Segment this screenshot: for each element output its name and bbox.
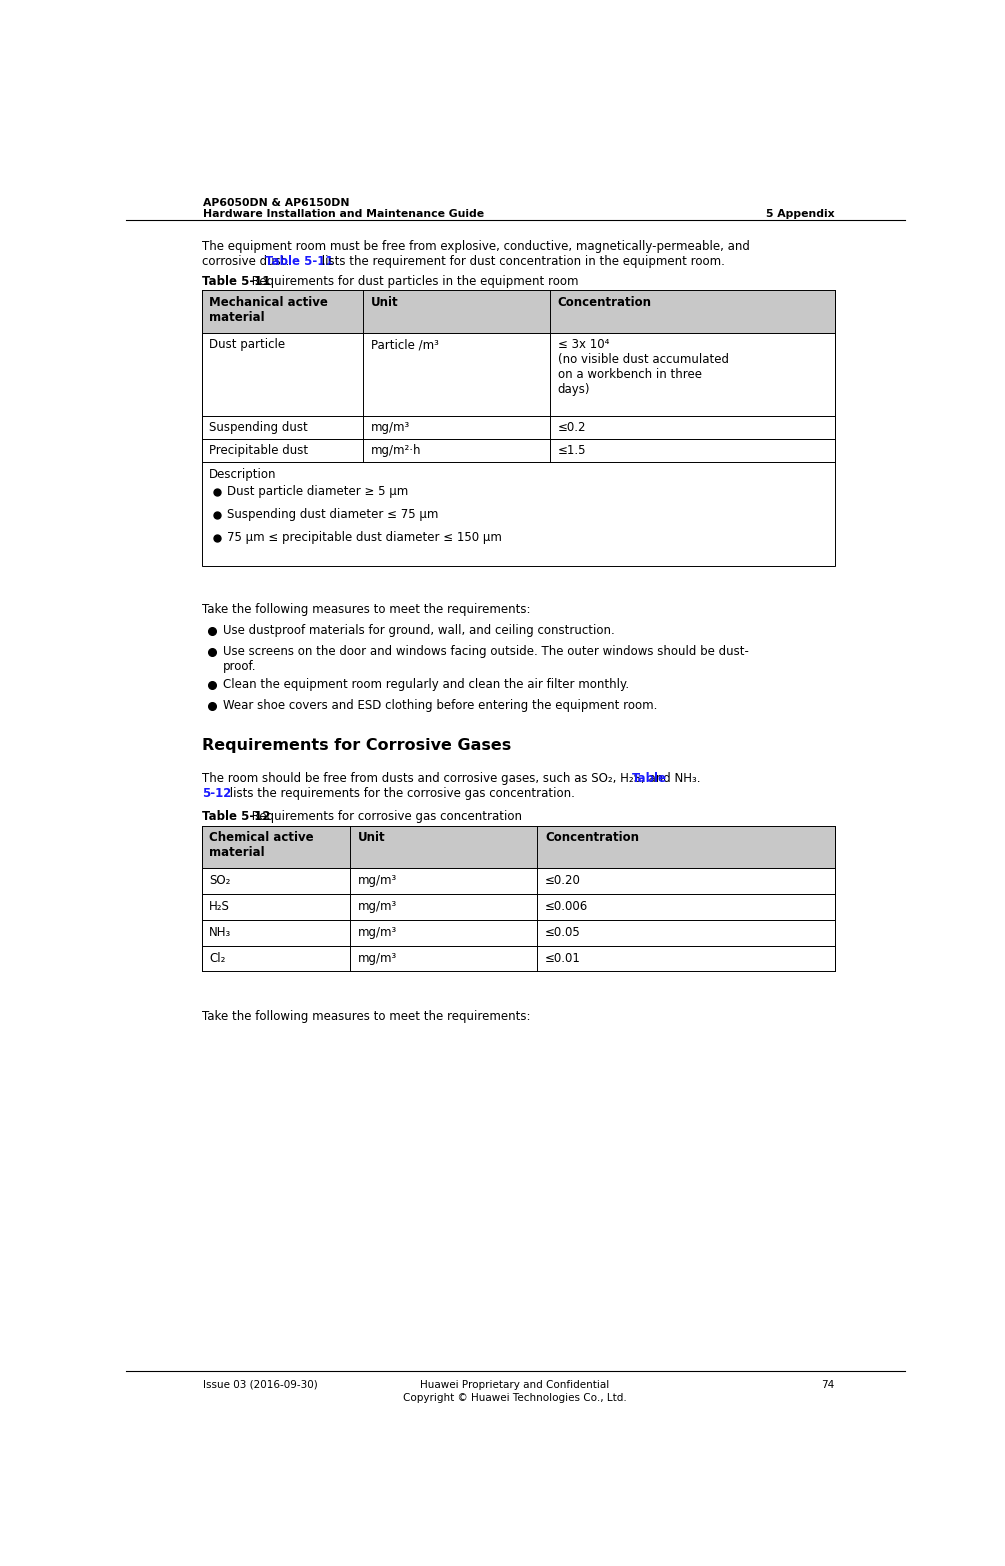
Text: mg/m³: mg/m³ — [358, 926, 397, 940]
Text: Suspending dust diameter ≤ 75 μm: Suspending dust diameter ≤ 75 μm — [227, 509, 438, 521]
Text: Concentration: Concentration — [558, 296, 651, 309]
Text: AP6050DN & AP6150DN: AP6050DN & AP6150DN — [203, 197, 350, 208]
Bar — [202, 894, 835, 919]
Text: Requirements for Corrosive Gases: Requirements for Corrosive Gases — [202, 738, 511, 753]
Text: Hardware Installation and Maintenance Guide: Hardware Installation and Maintenance Gu… — [203, 210, 484, 219]
Text: Wear shoe covers and ESD clothing before entering the equipment room.: Wear shoe covers and ESD clothing before… — [223, 698, 657, 713]
Text: Take the following measures to meet the requirements:: Take the following measures to meet the … — [202, 603, 530, 615]
Text: 75 μm ≤ precipitable dust diameter ≤ 150 μm: 75 μm ≤ precipitable dust diameter ≤ 150… — [227, 531, 502, 545]
Bar — [202, 946, 835, 971]
Text: Requirements for corrosive gas concentration: Requirements for corrosive gas concentra… — [248, 811, 522, 824]
Text: NH₃: NH₃ — [209, 926, 231, 940]
Text: ≤0.006: ≤0.006 — [545, 900, 588, 913]
Text: H₂S: H₂S — [209, 900, 230, 913]
Text: ≤0.20: ≤0.20 — [545, 874, 581, 888]
Text: mg/m³: mg/m³ — [371, 421, 410, 434]
Text: 74: 74 — [821, 1380, 835, 1391]
Text: ≤ 3x 10⁴
(no visible dust accumulated
on a workbench in three
days): ≤ 3x 10⁴ (no visible dust accumulated on… — [558, 338, 729, 396]
Text: Dust particle diameter ≥ 5 μm: Dust particle diameter ≥ 5 μm — [227, 485, 408, 498]
Text: ≤0.01: ≤0.01 — [545, 952, 581, 965]
Text: SO₂: SO₂ — [209, 874, 231, 888]
Text: Take the following measures to meet the requirements:: Take the following measures to meet the … — [202, 1010, 530, 1023]
Text: Use dustproof materials for ground, wall, and ceiling construction.: Use dustproof materials for ground, wall… — [223, 623, 615, 637]
Text: Table 5-11: Table 5-11 — [202, 276, 270, 288]
Text: Particle /m³: Particle /m³ — [371, 338, 438, 351]
Text: corrosive dust.: corrosive dust. — [202, 255, 292, 268]
Bar — [202, 868, 835, 894]
Text: Copyright © Huawei Technologies Co., Ltd.: Copyright © Huawei Technologies Co., Ltd… — [403, 1394, 627, 1403]
Text: Unit: Unit — [371, 296, 398, 309]
Text: Table 5-11: Table 5-11 — [265, 255, 334, 268]
Text: Mechanical active
material: Mechanical active material — [209, 296, 329, 324]
Text: ≤0.05: ≤0.05 — [545, 926, 581, 940]
Text: Chemical active
material: Chemical active material — [209, 832, 314, 860]
Text: The equipment room must be free from explosive, conductive, magnetically-permeab: The equipment room must be free from exp… — [202, 240, 750, 254]
Text: Table: Table — [632, 772, 666, 786]
Text: mg/m³: mg/m³ — [358, 952, 397, 965]
Text: 5 Appendix: 5 Appendix — [766, 210, 835, 219]
Text: 5-12: 5-12 — [202, 788, 231, 800]
Text: mg/m³: mg/m³ — [358, 900, 397, 913]
Text: Dust particle: Dust particle — [209, 338, 285, 351]
Bar — [202, 417, 835, 438]
Text: Cl₂: Cl₂ — [209, 952, 226, 965]
Bar — [202, 462, 835, 565]
Text: lists the requirement for dust concentration in the equipment room.: lists the requirement for dust concentra… — [318, 255, 725, 268]
Text: Concentration: Concentration — [545, 832, 639, 844]
Text: Suspending dust: Suspending dust — [209, 421, 309, 434]
Bar — [202, 825, 835, 868]
Text: mg/m³: mg/m³ — [358, 874, 397, 888]
Text: Issue 03 (2016-09-30): Issue 03 (2016-09-30) — [203, 1380, 318, 1391]
Text: Precipitable dust: Precipitable dust — [209, 445, 309, 457]
Text: ≤0.2: ≤0.2 — [558, 421, 586, 434]
Text: Use screens on the door and windows facing outside. The outer windows should be : Use screens on the door and windows faci… — [223, 645, 749, 673]
Text: Table 5-12: Table 5-12 — [202, 811, 270, 824]
Text: Description: Description — [209, 468, 276, 481]
Text: lists the requirements for the corrosive gas concentration.: lists the requirements for the corrosive… — [226, 788, 575, 800]
Bar — [202, 438, 835, 462]
Text: mg/m²·h: mg/m²·h — [371, 445, 421, 457]
Text: Requirements for dust particles in the equipment room: Requirements for dust particles in the e… — [248, 276, 579, 288]
Text: Clean the equipment room regularly and clean the air filter monthly.: Clean the equipment room regularly and c… — [223, 678, 629, 691]
Bar — [202, 290, 835, 332]
Text: ≤1.5: ≤1.5 — [558, 445, 586, 457]
Bar — [202, 919, 835, 946]
Text: The room should be free from dusts and corrosive gases, such as SO₂, H₂S, and NH: The room should be free from dusts and c… — [202, 772, 704, 786]
Text: Unit: Unit — [358, 832, 386, 844]
Bar — [202, 332, 835, 417]
Text: Huawei Proprietary and Confidential: Huawei Proprietary and Confidential — [420, 1380, 610, 1391]
